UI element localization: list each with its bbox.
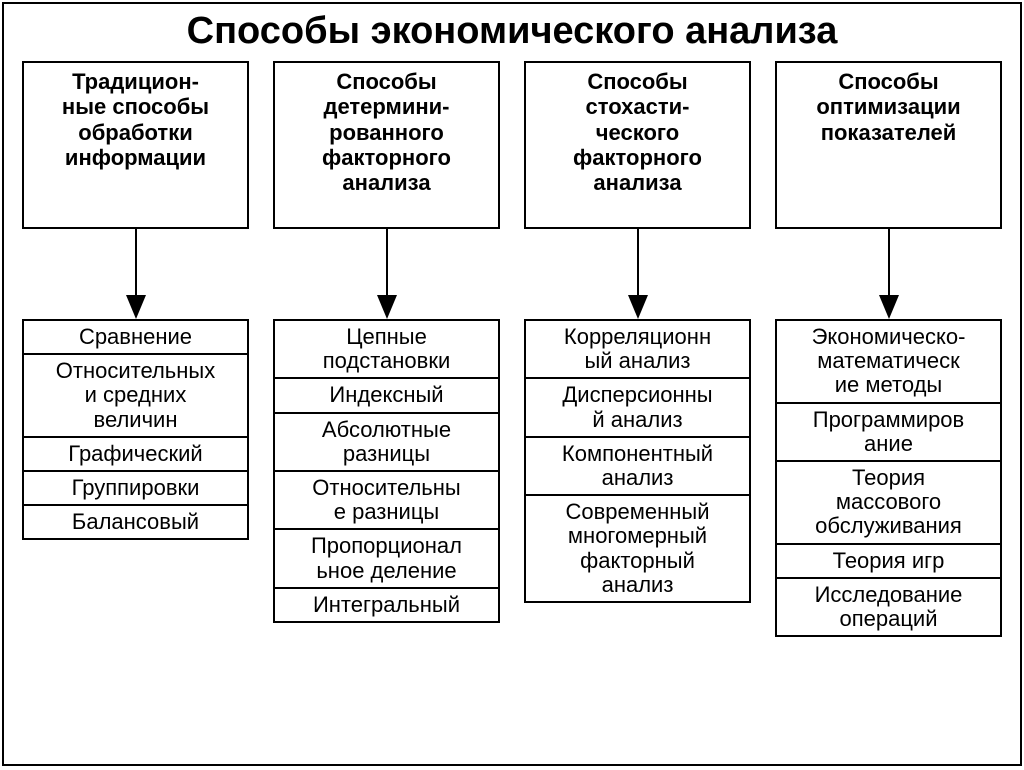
column-0: Традицион- ные способы обработки информа… xyxy=(22,61,249,637)
list-item: Интегральный xyxy=(275,587,498,621)
list-item: Экономическо- математическ ие методы xyxy=(777,321,1000,402)
arrow-icon xyxy=(524,229,751,319)
arrow-icon xyxy=(273,229,500,319)
columns-container: Традицион- ные способы обработки информа… xyxy=(22,61,1002,637)
list-item: Индексный xyxy=(275,377,498,411)
arrow-icon xyxy=(775,229,1002,319)
column-3-items: Экономическо- математическ ие методы Про… xyxy=(775,319,1002,637)
list-item: Сравнение xyxy=(24,321,247,353)
column-0-header: Традицион- ные способы обработки информа… xyxy=(22,61,249,229)
list-item: Цепные подстановки xyxy=(275,321,498,377)
list-item: Графический xyxy=(24,436,247,470)
diagram-title: Способы экономического анализа xyxy=(22,10,1002,53)
column-0-items: Сравнение Относительных и средних величи… xyxy=(22,319,249,540)
list-item: Балансовый xyxy=(24,504,247,538)
column-2-items: Корреляционн ый анализ Дисперсионны й ан… xyxy=(524,319,751,603)
column-1-header: Способы детермини- рованного факторного … xyxy=(273,61,500,229)
list-item: Дисперсионны й анализ xyxy=(526,377,749,435)
arrow-icon xyxy=(22,229,249,319)
column-2-header: Способы стохасти- ческого факторного ана… xyxy=(524,61,751,229)
list-item: Группировки xyxy=(24,470,247,504)
column-1: Способы детермини- рованного факторного … xyxy=(273,61,500,637)
list-item: Корреляционн ый анализ xyxy=(526,321,749,377)
list-item: Современный многомерный факторный анализ xyxy=(526,494,749,601)
column-2: Способы стохасти- ческого факторного ана… xyxy=(524,61,751,637)
list-item: Относительны е разницы xyxy=(275,470,498,528)
list-item: Пропорционал ьное деление xyxy=(275,528,498,586)
diagram-frame: Способы экономического анализа Традицион… xyxy=(2,2,1022,766)
column-1-items: Цепные подстановки Индексный Абсолютные … xyxy=(273,319,500,623)
list-item: Компонентный анализ xyxy=(526,436,749,494)
list-item: Относительных и средних величин xyxy=(24,353,247,436)
list-item: Программиров ание xyxy=(777,402,1000,460)
list-item: Исследование операций xyxy=(777,577,1000,635)
column-3-header: Способы оптимизации показателей xyxy=(775,61,1002,229)
column-3: Способы оптимизации показателей Экономич… xyxy=(775,61,1002,637)
list-item: Теория массового обслуживания xyxy=(777,460,1000,543)
list-item: Теория игр xyxy=(777,543,1000,577)
list-item: Абсолютные разницы xyxy=(275,412,498,470)
